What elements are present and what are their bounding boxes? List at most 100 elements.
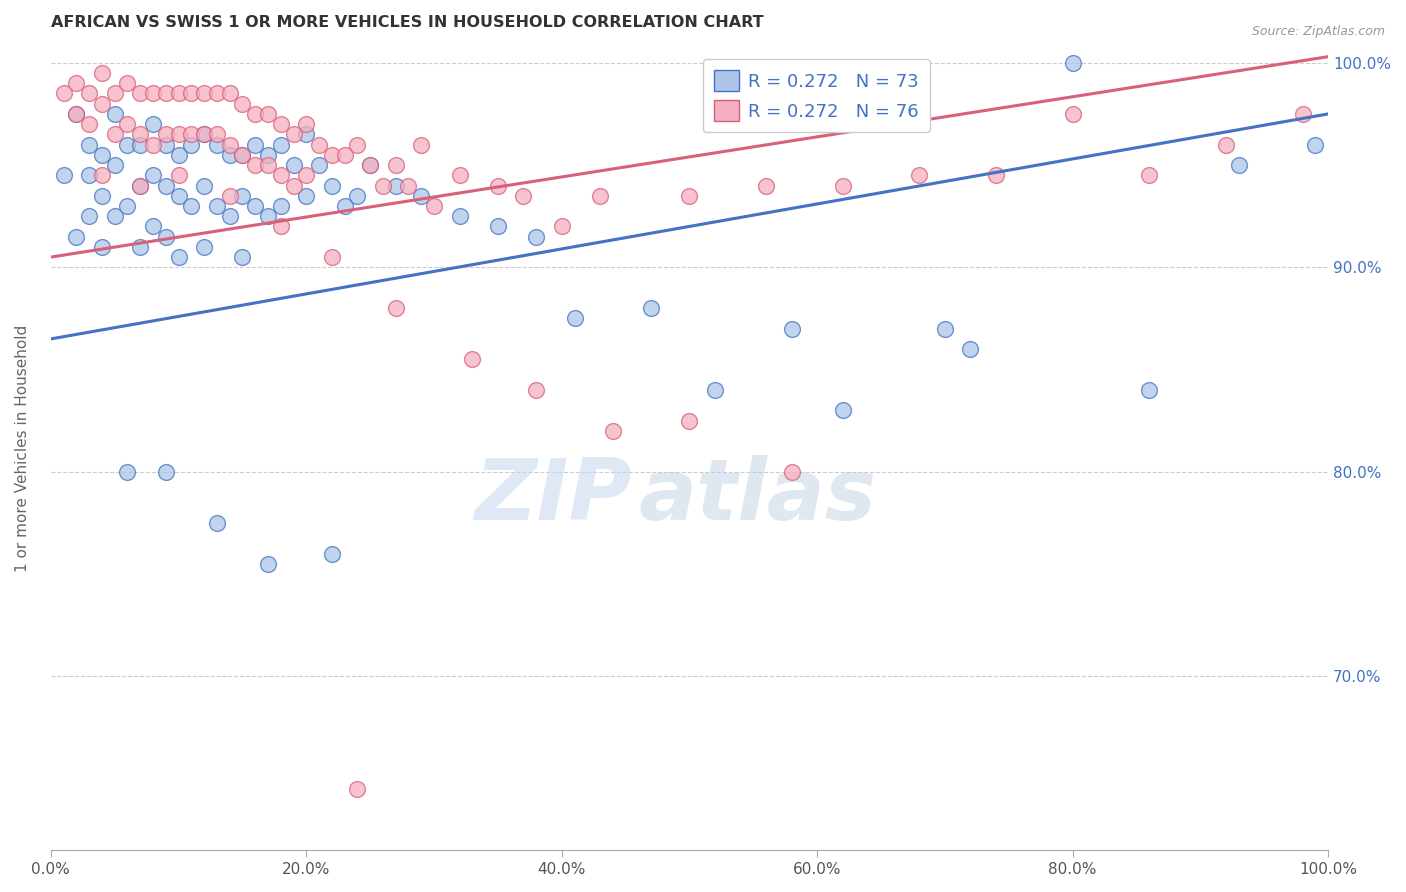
Point	[678, 188, 700, 202]
Point	[449, 209, 471, 223]
Point	[117, 199, 139, 213]
Point	[346, 781, 368, 796]
Point	[193, 178, 215, 193]
Point	[104, 107, 127, 121]
Point	[449, 169, 471, 183]
Point	[1291, 107, 1313, 121]
Point	[551, 219, 574, 234]
Point	[257, 557, 280, 571]
Point	[104, 87, 127, 101]
Point	[486, 219, 509, 234]
Point	[283, 178, 305, 193]
Point	[155, 465, 177, 479]
Point	[678, 414, 700, 428]
Point	[218, 87, 240, 101]
Point	[308, 137, 330, 152]
Point	[270, 117, 292, 131]
Point	[180, 137, 202, 152]
Text: Source: ZipAtlas.com: Source: ZipAtlas.com	[1251, 25, 1385, 38]
Point	[384, 301, 406, 316]
Point	[589, 188, 612, 202]
Point	[167, 128, 190, 142]
Text: atlas: atlas	[638, 455, 876, 538]
Point	[308, 158, 330, 172]
Point	[77, 209, 100, 223]
Point	[321, 547, 343, 561]
Point	[218, 188, 240, 202]
Point	[257, 107, 280, 121]
Point	[461, 352, 484, 367]
Point	[65, 107, 87, 121]
Point	[908, 169, 931, 183]
Point	[245, 199, 267, 213]
Point	[1062, 107, 1084, 121]
Point	[193, 87, 215, 101]
Point	[333, 199, 356, 213]
Point	[155, 128, 177, 142]
Point	[155, 178, 177, 193]
Point	[167, 188, 190, 202]
Point	[180, 128, 202, 142]
Point	[90, 96, 112, 111]
Point	[231, 148, 253, 162]
Point	[142, 117, 165, 131]
Point	[129, 87, 152, 101]
Point	[321, 178, 343, 193]
Point	[321, 250, 343, 264]
Point	[77, 137, 100, 152]
Point	[359, 158, 381, 172]
Point	[257, 148, 280, 162]
Legend: R = 0.272   N = 73, R = 0.272   N = 76: R = 0.272 N = 73, R = 0.272 N = 76	[703, 60, 929, 132]
Point	[104, 209, 127, 223]
Point	[129, 178, 152, 193]
Text: AFRICAN VS SWISS 1 OR MORE VEHICLES IN HOUSEHOLD CORRELATION CHART: AFRICAN VS SWISS 1 OR MORE VEHICLES IN H…	[51, 15, 763, 30]
Point	[167, 250, 190, 264]
Point	[193, 128, 215, 142]
Point	[129, 240, 152, 254]
Point	[218, 148, 240, 162]
Point	[65, 76, 87, 90]
Point	[333, 148, 356, 162]
Point	[270, 219, 292, 234]
Point	[77, 87, 100, 101]
Point	[359, 158, 381, 172]
Point	[77, 117, 100, 131]
Point	[295, 188, 318, 202]
Point	[205, 137, 228, 152]
Point	[411, 188, 433, 202]
Point	[780, 465, 803, 479]
Point	[180, 199, 202, 213]
Point	[205, 516, 228, 530]
Point	[346, 188, 368, 202]
Point	[1137, 169, 1160, 183]
Point	[117, 465, 139, 479]
Point	[117, 137, 139, 152]
Point	[77, 169, 100, 183]
Point	[167, 87, 190, 101]
Point	[65, 229, 87, 244]
Point	[423, 199, 446, 213]
Point	[142, 169, 165, 183]
Point	[193, 128, 215, 142]
Point	[371, 178, 394, 193]
Point	[90, 66, 112, 80]
Point	[245, 137, 267, 152]
Point	[231, 250, 253, 264]
Point	[205, 128, 228, 142]
Point	[180, 87, 202, 101]
Point	[142, 219, 165, 234]
Point	[1137, 383, 1160, 397]
Point	[704, 383, 727, 397]
Point	[245, 107, 267, 121]
Point	[245, 158, 267, 172]
Point	[984, 169, 1007, 183]
Point	[486, 178, 509, 193]
Point	[155, 229, 177, 244]
Y-axis label: 1 or more Vehicles in Household: 1 or more Vehicles in Household	[15, 325, 30, 572]
Point	[1215, 137, 1237, 152]
Point	[384, 158, 406, 172]
Point	[142, 87, 165, 101]
Point	[155, 137, 177, 152]
Point	[129, 128, 152, 142]
Point	[90, 148, 112, 162]
